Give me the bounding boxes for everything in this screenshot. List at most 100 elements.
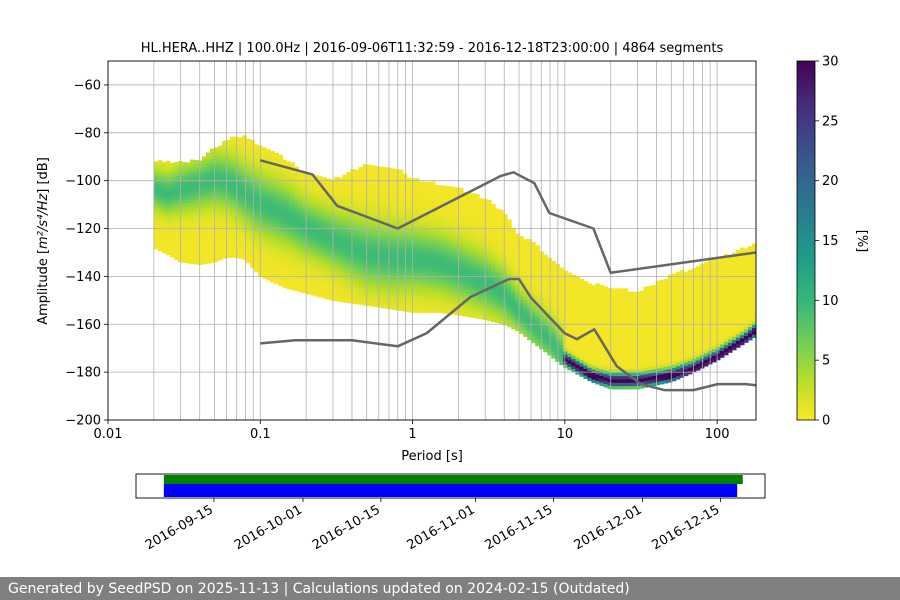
density-cell — [358, 207, 364, 212]
density-cell — [418, 268, 424, 273]
density-cell — [354, 186, 360, 191]
density-cell — [406, 237, 412, 242]
density-cell — [202, 240, 207, 245]
density-cell — [366, 285, 372, 290]
density-cell — [619, 382, 625, 387]
density-cell — [350, 276, 356, 281]
density-cell — [499, 246, 504, 251]
density-cell — [587, 357, 593, 361]
density-cell — [687, 273, 693, 278]
density-cell — [406, 294, 412, 299]
density-cell — [466, 286, 472, 291]
density-cell — [342, 201, 348, 206]
density-cell — [181, 239, 187, 243]
density-cell — [414, 272, 420, 277]
density-cell — [362, 278, 368, 282]
density-cell — [198, 250, 203, 255]
density-cell — [446, 310, 452, 315]
density-cell — [242, 249, 247, 254]
density-cell — [607, 314, 613, 319]
density-cell — [354, 233, 360, 238]
density-cell — [655, 367, 661, 372]
density-cell — [731, 302, 737, 307]
density-cell — [479, 288, 484, 293]
density-cell — [246, 162, 251, 167]
density-cell — [695, 326, 701, 331]
density-cell — [198, 177, 203, 182]
density-cell — [181, 188, 187, 193]
density-cell — [278, 158, 283, 162]
density-cell — [559, 324, 564, 329]
density-cell — [551, 287, 556, 292]
density-cell — [274, 166, 279, 171]
density-cell — [495, 278, 500, 283]
density-cell — [410, 268, 416, 273]
density-cell — [406, 288, 412, 293]
density-cell — [531, 285, 536, 290]
density-cell — [314, 242, 320, 247]
density-cell — [314, 249, 320, 253]
density-cell — [390, 262, 396, 267]
density-cell — [462, 238, 468, 243]
density-cell — [161, 232, 167, 237]
density-cell — [623, 335, 629, 340]
density-cell — [499, 219, 504, 224]
density-cell — [615, 315, 621, 320]
density-cell — [683, 311, 689, 316]
density-cell — [450, 263, 456, 268]
density-cell — [398, 253, 404, 258]
density-cell — [611, 318, 617, 323]
density-cell — [374, 293, 380, 298]
density-cell — [238, 150, 243, 155]
density-cell — [703, 325, 709, 330]
density-cell — [270, 194, 275, 199]
density-cell — [153, 235, 159, 240]
density-cell — [198, 237, 203, 242]
density-cell — [691, 268, 697, 273]
density-cell — [563, 360, 568, 365]
density-cell — [266, 155, 271, 160]
density-cell — [350, 172, 356, 177]
density-cell — [627, 311, 633, 316]
density-cell — [446, 273, 452, 278]
density-cell — [346, 212, 352, 217]
density-cell — [703, 349, 709, 354]
density-cell — [434, 225, 440, 230]
density-cell — [274, 183, 279, 187]
density-cell — [671, 320, 677, 325]
density-cell — [302, 252, 307, 257]
density-cell — [206, 179, 211, 184]
density-cell — [246, 245, 251, 250]
density-cell — [731, 316, 737, 321]
density-cell — [671, 347, 677, 352]
density-cell — [611, 308, 617, 313]
density-cell — [302, 185, 307, 190]
density-cell — [354, 250, 360, 255]
density-cell — [286, 245, 291, 250]
density-cell — [571, 291, 576, 296]
density-cell — [695, 313, 701, 317]
density-cell — [418, 191, 424, 196]
density-cell — [230, 183, 235, 188]
density-cell — [623, 328, 629, 333]
density-cell — [410, 231, 416, 236]
density-cell — [418, 228, 424, 233]
density-cell — [394, 199, 400, 204]
density-cell — [611, 345, 617, 350]
density-cell — [306, 256, 311, 261]
density-cell — [246, 185, 251, 190]
density-cell — [210, 175, 215, 180]
density-cell — [639, 354, 645, 359]
density-cell — [270, 181, 275, 186]
density-cell — [675, 271, 681, 276]
density-cell — [711, 311, 717, 316]
density-cell — [270, 244, 275, 249]
density-cell — [418, 292, 424, 297]
density-cell — [703, 295, 709, 300]
density-cell — [326, 238, 332, 243]
density-cell — [474, 307, 480, 312]
density-cell — [306, 246, 311, 251]
density-cell — [181, 255, 187, 260]
density-cell — [659, 343, 665, 348]
density-cell — [567, 292, 572, 297]
